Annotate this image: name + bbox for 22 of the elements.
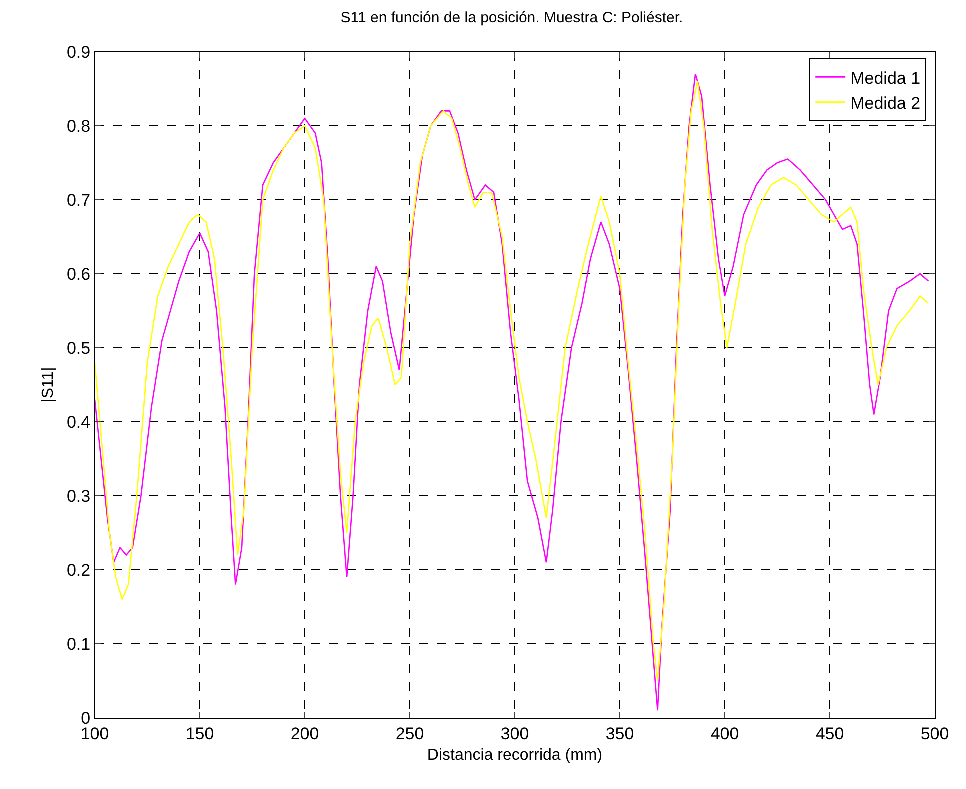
y-tick-label: 0.8 <box>66 116 91 136</box>
x-tick-label: 150 <box>186 724 214 744</box>
x-tick-label: 300 <box>500 724 530 744</box>
x-tick-label: 450 <box>816 724 844 744</box>
x-tick-label: 400 <box>710 724 740 744</box>
y-tick-label: 0.4 <box>66 412 91 432</box>
y-tick-label: 0.3 <box>66 486 91 506</box>
chart-title: S11 en función de la posición. Muestra C: Poliéster. <box>340 9 684 26</box>
x-tick-label: 200 <box>290 724 320 744</box>
y-tick-label: 0.9 <box>66 42 91 62</box>
y-tick-label: 0.7 <box>66 190 91 210</box>
x-tick-label: 500 <box>920 724 950 744</box>
y-tick-label: 0.6 <box>66 264 91 284</box>
x-tick-label: 350 <box>606 724 634 744</box>
y-tick-label: 0.2 <box>66 560 91 580</box>
y-axis-title: |S11| <box>40 367 57 403</box>
x-axis-title: Distancia recorrida (mm) <box>427 747 603 764</box>
y-tick-label: 0.5 <box>66 338 91 358</box>
legend-label: Medida 2 <box>850 94 921 113</box>
y-tick-label: 0.1 <box>66 634 91 654</box>
x-tick-label: 250 <box>396 724 424 744</box>
legend-label: Medida 1 <box>850 68 921 88</box>
